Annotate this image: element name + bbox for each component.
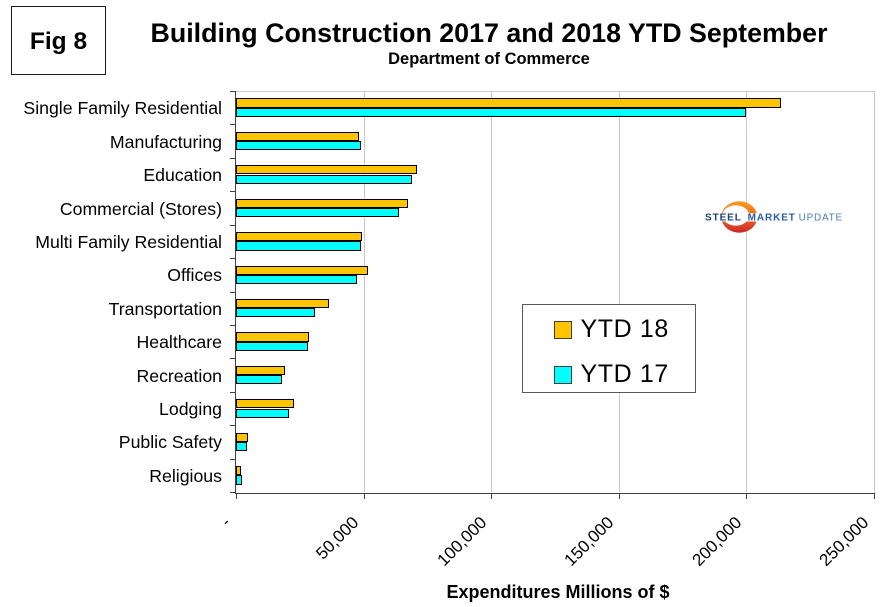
svg-text:STEEL: STEEL — [705, 213, 742, 224]
svg-text:UPDATE: UPDATE — [799, 213, 843, 224]
svg-text:MARKET: MARKET — [748, 213, 796, 224]
